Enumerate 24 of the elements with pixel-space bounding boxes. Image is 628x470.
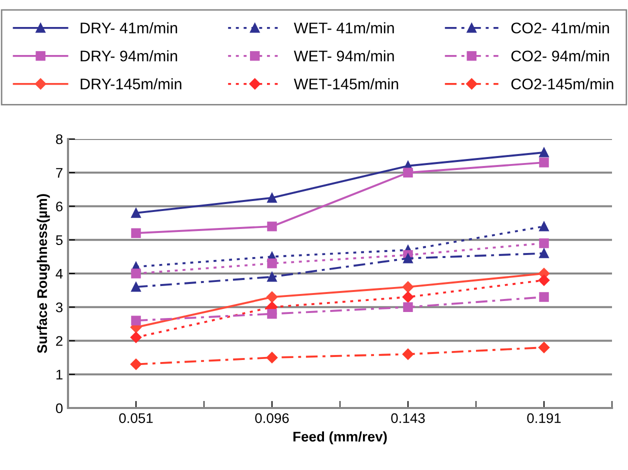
legend-label: CO2- 94m/min	[511, 50, 609, 62]
y-tick-label: 8	[56, 134, 63, 144]
legend-label: WET- 94m/min	[294, 50, 394, 62]
y-tick-label: 0	[56, 403, 63, 414]
x-tick-label: 0.191	[527, 413, 561, 424]
legend-label: DRY-145m/min	[80, 78, 182, 90]
legend-label: DRY- 94m/min	[80, 50, 178, 62]
y-tick-label: 4	[56, 268, 63, 279]
legend-label: CO2-145m/min	[511, 78, 614, 90]
y-tick-label: 6	[56, 202, 63, 212]
y-tick-label: 7	[56, 168, 62, 178]
x-tick-label: 0.143	[391, 413, 425, 424]
legend-label: CO2- 41m/min	[511, 22, 609, 34]
legend-label: WET-145m/min	[294, 78, 398, 90]
y-axis-title: Surface Roughness(µm)	[36, 194, 50, 354]
y-tick-label: 3	[56, 302, 63, 312]
y-tick-label: 2	[56, 336, 62, 346]
x-axis-title: Feed (mm/rev)	[293, 431, 387, 444]
x-tick-label: 0.051	[119, 413, 153, 424]
legend-label: WET- 41m/min	[294, 22, 394, 34]
y-tick-label: 1	[56, 370, 62, 380]
y-tick-label: 5	[56, 235, 63, 246]
legend-label: DRY- 41m/min	[80, 22, 178, 34]
x-tick-label: 0.096	[255, 413, 289, 424]
